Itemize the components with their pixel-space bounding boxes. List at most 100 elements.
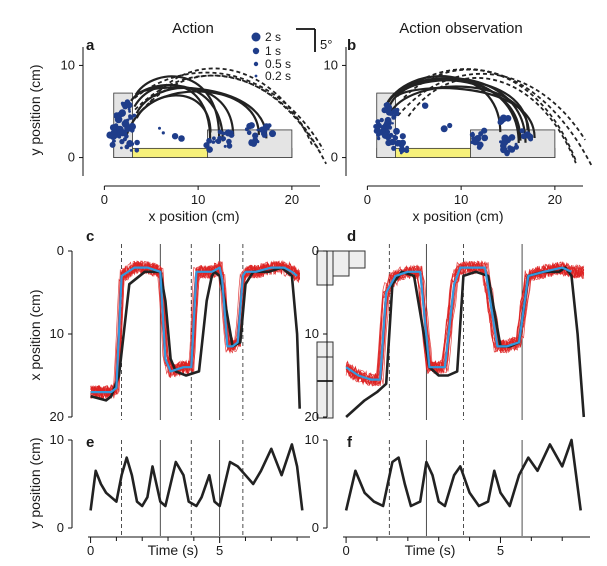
scale-bar: 5°	[296, 28, 332, 52]
y-tick-label-e-0: 0	[57, 520, 64, 535]
fixation-point-a	[261, 132, 268, 138]
fixation-point-b	[375, 119, 381, 125]
fixation-point-a	[124, 99, 131, 105]
hand-path-b	[407, 77, 577, 164]
gaze-arc-b	[385, 79, 522, 141]
fixation-point-b	[398, 146, 406, 153]
fixation-point-a	[132, 114, 136, 117]
timeseries-panel-f: 0 10 0 5	[305, 432, 590, 558]
fixation-point-a	[129, 149, 133, 152]
fixation-point-b	[393, 110, 398, 115]
fixation-point-b	[399, 151, 403, 155]
hand-trace-f	[344, 438, 582, 511]
xlabel-f: Time (s)	[405, 542, 456, 558]
fixation-point-a	[223, 144, 227, 148]
fixation-point-b	[514, 142, 518, 146]
y-tick-label-c-10: 10	[50, 326, 64, 341]
scatter-panel-a: 0 10 20 0 10	[61, 47, 327, 207]
x-tick-label-b-20: 20	[548, 192, 562, 207]
fixation-point-b	[392, 134, 397, 140]
fixation-point-a	[178, 135, 185, 142]
y-tick-label-e-10: 10	[50, 432, 64, 447]
fixation-point-b	[508, 134, 516, 141]
fixation-point-a	[134, 139, 140, 146]
fixation-point-b	[471, 138, 479, 146]
y-tick-label-b-0: 0	[331, 150, 338, 165]
legend-label-02s: 0.2 s	[265, 69, 291, 83]
fixation-point-b	[440, 125, 448, 133]
scale-bar-label: 5°	[320, 37, 332, 52]
hand-path-a	[149, 67, 313, 145]
legend-marker-02s	[254, 74, 258, 78]
fixation-point-b	[513, 144, 520, 150]
timeseries-panel-e: 0 10 0 5	[50, 432, 310, 558]
fixation-point-b	[379, 117, 384, 123]
legend-marker-05s	[253, 61, 259, 67]
fixation-point-b	[501, 138, 509, 146]
fixation-point-a	[256, 128, 260, 132]
plot-layer: 0 10 20 0 10 0 10 20 0 10 0 10 20 0 10 20 0 10 0 5 0 10 0 5	[50, 47, 593, 558]
fixation-point-a	[226, 143, 233, 149]
x-tick-label-a-10: 10	[191, 192, 205, 207]
title-left: Action	[172, 20, 214, 37]
y-tick-label-a-10: 10	[61, 57, 75, 72]
trial-trace-c	[90, 261, 301, 399]
fixation-point-a	[262, 123, 271, 131]
x-tick-label-a-0: 0	[101, 192, 108, 207]
fixation-point-b	[481, 134, 489, 142]
fixation-point-b	[388, 110, 394, 116]
fixation-point-a	[111, 143, 115, 147]
xlabel-a: x position (cm)	[148, 208, 239, 224]
hand-path-b	[403, 68, 578, 163]
fixation-point-a	[128, 110, 132, 113]
eye-trace-d	[345, 266, 572, 381]
timeseries-panel-d: 0 10 20	[305, 243, 586, 424]
block-stack-diagram	[316, 250, 366, 419]
timeseries-panel-c: 0 10 20	[50, 243, 301, 424]
x-tick-label-b-10: 10	[454, 192, 468, 207]
fixation-point-a	[244, 127, 249, 132]
fixation-point-a	[119, 139, 125, 145]
fixation-point-b	[399, 133, 406, 140]
fixation-point-b	[376, 136, 381, 141]
fixation-point-b	[382, 128, 387, 132]
trial-trace-c	[90, 260, 300, 398]
fixation-point-b	[447, 122, 453, 129]
fixation-point-a	[224, 129, 232, 137]
panel-label-f: f	[347, 434, 353, 451]
fixation-point-a	[269, 130, 276, 138]
fixation-point-b	[478, 131, 484, 137]
fixation-point-b	[381, 133, 388, 139]
legend-marker-2s	[251, 32, 261, 42]
fixation-point-a	[113, 139, 116, 143]
fixation-point-b	[500, 120, 504, 124]
fixation-point-a	[120, 146, 123, 150]
gaze-arc-b	[394, 86, 536, 138]
panel-label-c: c	[86, 228, 94, 245]
legend: 2 s 1 s 0.5 s 0.2 s	[251, 30, 291, 83]
x-tick-label-e-0: 0	[87, 543, 94, 558]
fixation-point-b	[389, 138, 396, 146]
x-tick-label-f-5: 5	[497, 543, 504, 558]
fixation-point-b	[391, 114, 397, 120]
panel-label-b: b	[347, 37, 356, 54]
legend-label-2s: 2 s	[265, 30, 281, 44]
fixation-point-a	[217, 129, 223, 135]
fixation-point-a	[128, 122, 136, 131]
legend-label-05s: 0.5 s	[265, 57, 291, 71]
fixation-point-a	[120, 101, 125, 106]
ylabel-cd: x position (cm)	[27, 289, 43, 380]
y-tick-label-d-20: 20	[305, 409, 319, 424]
y-tick-label-c-20: 20	[50, 409, 64, 424]
hand-path-a	[133, 71, 325, 151]
x-tick-label-b-0: 0	[364, 192, 371, 207]
fixation-point-a	[126, 140, 134, 147]
fixation-point-b	[383, 102, 388, 107]
fixation-point-b	[387, 125, 393, 130]
hand-trace-d	[345, 266, 586, 418]
fixation-point-a	[134, 148, 140, 153]
ylabel-ef: y position (cm)	[27, 437, 43, 528]
fixation-point-b	[381, 107, 388, 114]
fixation-point-b	[389, 132, 394, 138]
eye-trace-c	[90, 266, 298, 394]
